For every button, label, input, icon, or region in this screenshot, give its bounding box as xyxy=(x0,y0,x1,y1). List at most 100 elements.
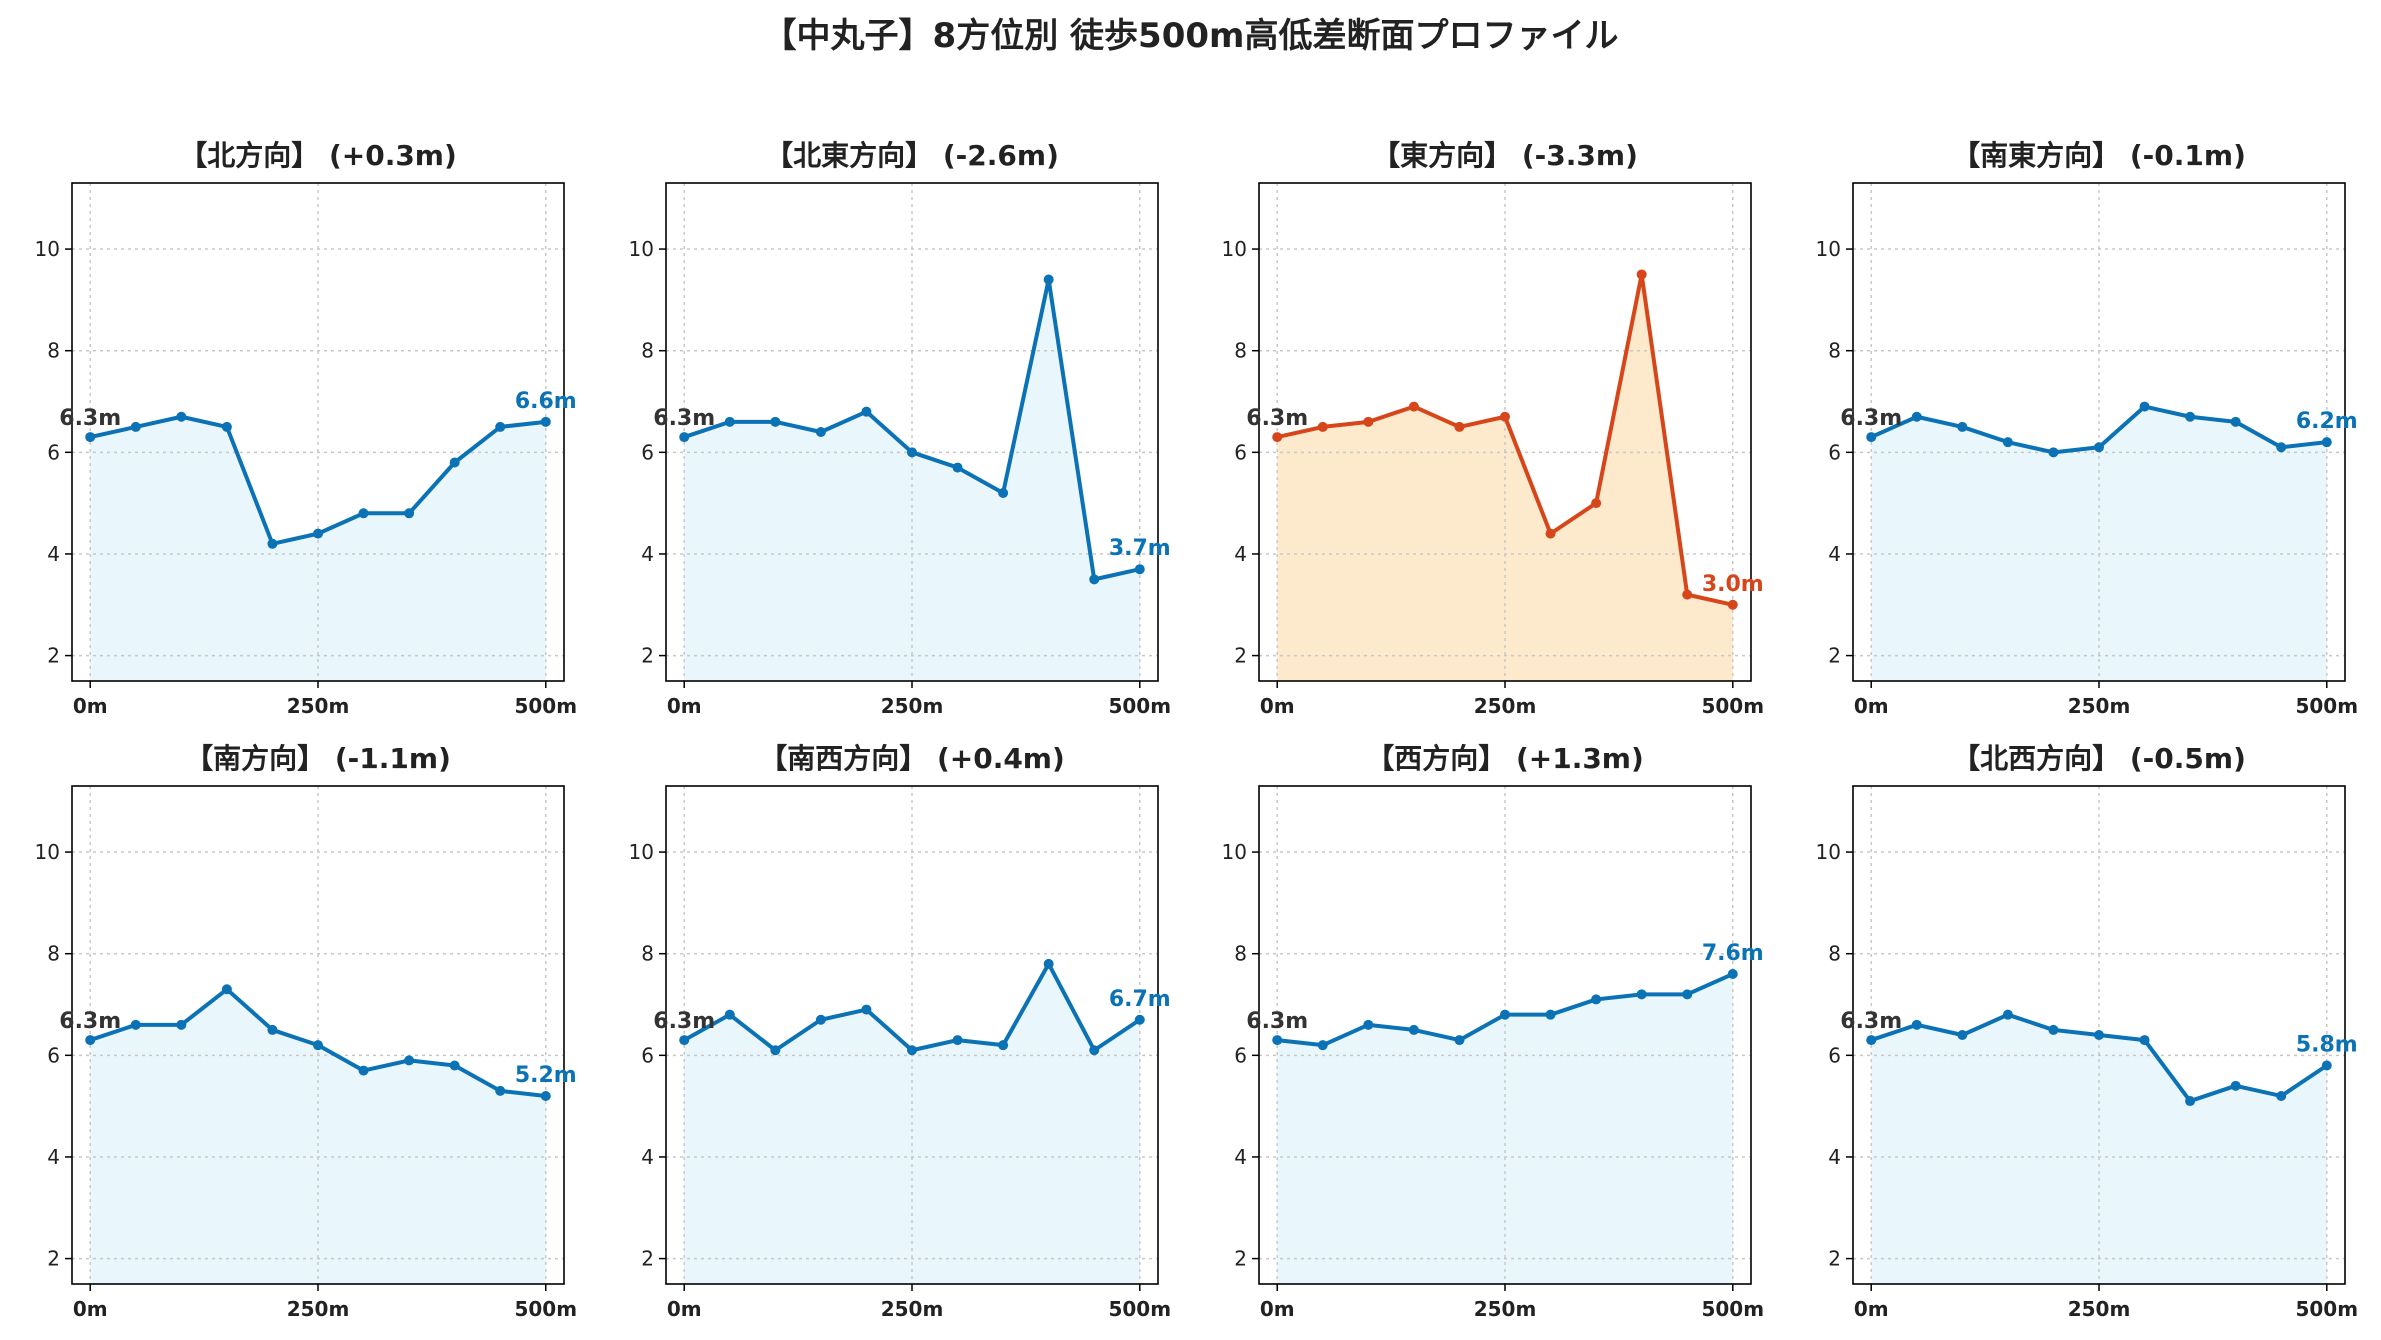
start-value-label: 6.3m xyxy=(1840,406,1902,431)
y-tick-label: 4 xyxy=(1828,542,1841,566)
y-tick-label: 10 xyxy=(1816,237,1841,261)
data-point xyxy=(130,1019,141,1030)
data-point xyxy=(313,1040,323,1051)
y-tick-label: 6 xyxy=(47,440,60,464)
start-value-label: 6.3m xyxy=(1840,1009,1902,1034)
start-value-label: 6.3m xyxy=(1246,1009,1308,1034)
y-tick-label: 4 xyxy=(47,542,60,566)
x-tick-label: 0m xyxy=(667,694,702,718)
y-tick-label: 2 xyxy=(1828,1247,1841,1271)
y-tick-label: 2 xyxy=(641,644,654,668)
y-tick-label: 8 xyxy=(641,339,654,363)
data-point xyxy=(1089,574,1100,585)
panel-5: 【南方向】 (-1.1m) 2 4 6 8 10 0m 250m 500m 6.3m 5.2m xyxy=(35,742,578,1321)
data-point xyxy=(2094,1030,2104,1040)
data-point xyxy=(907,447,917,458)
panel-title: 【南方向】 (-1.1m) xyxy=(185,742,451,775)
x-tick-label: 500m xyxy=(1701,694,1764,718)
area-fill xyxy=(684,279,1140,681)
data-point xyxy=(815,1014,826,1025)
data-point xyxy=(861,1004,872,1015)
x-tick-label: 500m xyxy=(1108,694,1171,718)
y-tick-label: 6 xyxy=(1828,440,1841,464)
y-tick-label: 10 xyxy=(35,840,60,864)
data-point xyxy=(679,432,690,443)
data-point xyxy=(770,416,781,427)
end-value-label: 6.7m xyxy=(1109,987,1171,1012)
data-point xyxy=(2002,1009,2013,1020)
data-point xyxy=(495,421,506,432)
data-point xyxy=(1957,421,1968,432)
y-tick-label: 6 xyxy=(641,440,654,464)
y-tick-label: 8 xyxy=(47,942,60,966)
panel-title: 【南東方向】 (-0.1m) xyxy=(1952,139,2246,172)
x-tick-label: 0m xyxy=(73,1297,108,1321)
data-point xyxy=(85,1035,96,1046)
y-tick-label: 2 xyxy=(641,1247,654,1271)
data-point xyxy=(2094,442,2104,453)
data-point xyxy=(2002,437,2013,448)
end-value-label: 6.6m xyxy=(515,389,577,414)
start-value-label: 6.3m xyxy=(653,1009,715,1034)
data-point xyxy=(1089,1045,1100,1056)
x-tick-label: 250m xyxy=(881,1297,944,1321)
data-point xyxy=(1043,274,1054,285)
data-point xyxy=(724,1009,735,1020)
data-point xyxy=(1545,1009,1556,1020)
data-point xyxy=(2276,1090,2287,1101)
y-tick-label: 10 xyxy=(1222,840,1247,864)
data-point xyxy=(85,432,96,443)
y-tick-label: 4 xyxy=(47,1145,60,1169)
x-tick-label: 250m xyxy=(287,1297,350,1321)
data-point xyxy=(1317,1040,1328,1051)
data-point xyxy=(1454,421,1465,432)
panel-3: 【東方向】 (-3.3m) 2 4 6 8 10 0m 250m 500m 6.3m 3.0m xyxy=(1222,139,1765,718)
y-tick-label: 2 xyxy=(47,1247,60,1271)
data-point xyxy=(2321,437,2332,448)
data-point xyxy=(358,508,369,519)
data-point xyxy=(176,1019,187,1030)
data-point xyxy=(2230,1080,2241,1091)
figure-title: 【中丸子】8方位別 徒歩500m高低差断面プロファイル xyxy=(762,16,1619,56)
data-point xyxy=(449,457,460,468)
data-point xyxy=(1408,401,1419,412)
x-tick-label: 500m xyxy=(1701,1297,1764,1321)
data-point xyxy=(1636,989,1647,1000)
panel-1: 【北方向】 (+0.3m) 2 4 6 8 10 0m 250m 500m 6.3m 6.6m xyxy=(35,139,578,718)
data-point xyxy=(2185,1096,2196,1107)
data-point xyxy=(679,1035,690,1046)
data-point xyxy=(267,538,278,549)
data-point xyxy=(2276,442,2287,453)
data-point xyxy=(267,1024,278,1035)
x-tick-label: 250m xyxy=(2068,1297,2131,1321)
data-point xyxy=(1272,1035,1283,1046)
x-tick-label: 0m xyxy=(1260,1297,1295,1321)
data-point xyxy=(176,411,187,422)
start-value-label: 6.3m xyxy=(653,406,715,431)
end-value-label: 6.2m xyxy=(2296,409,2358,434)
data-point xyxy=(1272,432,1283,443)
data-point xyxy=(998,487,1009,498)
end-value-label: 3.0m xyxy=(1702,572,1764,597)
x-tick-label: 250m xyxy=(2068,694,2131,718)
x-tick-label: 0m xyxy=(1260,694,1295,718)
y-tick-label: 2 xyxy=(47,644,60,668)
panel-title: 【西方向】 (+1.3m) xyxy=(1366,742,1644,775)
panel-6: 【南西方向】 (+0.4m) 2 4 6 8 10 0m 250m 500m 6.3m 6.7m xyxy=(629,742,1172,1321)
y-tick-label: 2 xyxy=(1234,1247,1247,1271)
start-value-label: 6.3m xyxy=(1246,406,1308,431)
y-tick-label: 2 xyxy=(1234,644,1247,668)
data-point xyxy=(952,1035,963,1046)
data-point xyxy=(1043,958,1054,969)
panel-title: 【北方向】 (+0.3m) xyxy=(179,139,457,172)
data-point xyxy=(358,1065,369,1076)
y-tick-label: 8 xyxy=(641,942,654,966)
x-tick-label: 0m xyxy=(1854,1297,1889,1321)
y-tick-label: 10 xyxy=(629,237,654,261)
data-point xyxy=(724,416,735,427)
end-value-label: 3.7m xyxy=(1109,536,1171,561)
data-point xyxy=(540,416,551,427)
panel-title: 【北東方向】 (-2.6m) xyxy=(765,139,1059,172)
data-point xyxy=(1363,1019,1374,1030)
